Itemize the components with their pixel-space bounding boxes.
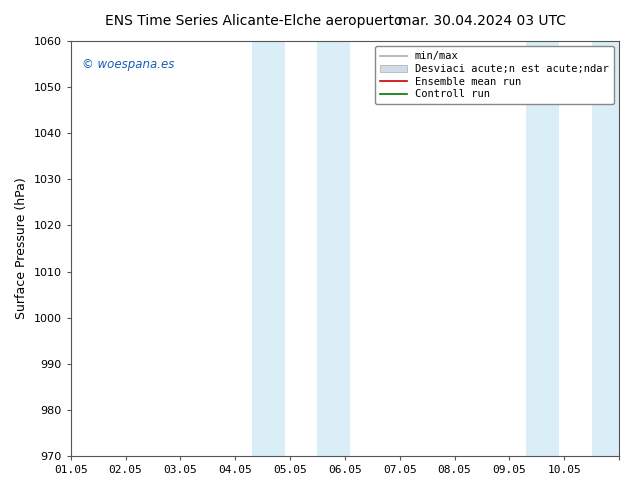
Text: ENS Time Series Alicante-Elche aeropuerto: ENS Time Series Alicante-Elche aeropuert… xyxy=(105,14,403,28)
Text: mar. 30.04.2024 03 UTC: mar. 30.04.2024 03 UTC xyxy=(398,14,566,28)
Bar xyxy=(526,41,559,456)
Bar xyxy=(252,41,285,456)
Y-axis label: Surface Pressure (hPa): Surface Pressure (hPa) xyxy=(15,178,28,319)
Bar xyxy=(592,41,624,456)
Bar xyxy=(318,41,351,456)
Text: © woespana.es: © woespana.es xyxy=(82,58,174,71)
Legend: min/max, Desviaci acute;n est acute;ndar, Ensemble mean run, Controll run: min/max, Desviaci acute;n est acute;ndar… xyxy=(375,46,614,104)
